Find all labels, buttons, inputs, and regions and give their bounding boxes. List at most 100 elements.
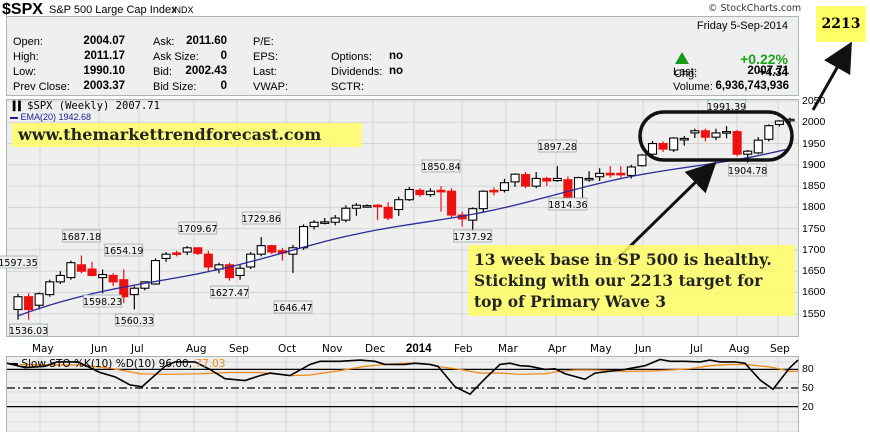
x-tick-label: Aug <box>186 343 207 355</box>
bid-size-label: Bid Size: <box>153 81 197 93</box>
y-tick-label: 1700 <box>802 243 826 256</box>
sto-tick-label: 50 <box>802 382 814 394</box>
x-tick-label: Aug <box>729 343 750 355</box>
svg-text:1850.84: 1850.84 <box>421 162 460 173</box>
sto-legend-d: 77.03 <box>195 358 226 370</box>
ema-legend-text: EMA(20) 1942.68 <box>20 112 92 122</box>
svg-text:1814.36: 1814.36 <box>548 200 587 211</box>
x-tick-label: Jul <box>131 343 144 355</box>
high-value: 2011.17 <box>84 50 125 62</box>
bid-size-value: 0 <box>220 80 227 92</box>
x-tick-label: 2014 <box>406 343 432 355</box>
svg-text:1709.67: 1709.67 <box>178 224 217 235</box>
y-tick-label: 1950 <box>802 137 826 150</box>
symbol-title: $SPX <box>2 1 43 18</box>
price-legend-text: $SPX (Weekly) 2007.71 <box>27 100 160 112</box>
volume-label: Volume: <box>673 81 713 93</box>
last-value: 2007.71 <box>747 65 789 77</box>
svg-text:1560.33: 1560.33 <box>115 316 154 327</box>
dividends-label: Dividends: <box>331 66 383 78</box>
svg-text:1654.19: 1654.19 <box>104 246 143 257</box>
options-value: no <box>389 50 404 62</box>
sto-tick-label: 20 <box>802 400 814 413</box>
eps-label: EPS: <box>253 51 279 63</box>
pe-label: P/E: <box>253 36 274 48</box>
volume-value: 6,936,743,936 <box>715 80 789 92</box>
svg-text:1687.18: 1687.18 <box>62 232 101 243</box>
svg-text:1897.28: 1897.28 <box>538 142 577 153</box>
security-name: S&P 500 Large Cap Index <box>49 4 177 16</box>
x-tick-label: Dec <box>365 343 386 355</box>
ema-line-icon <box>10 116 18 119</box>
svg-text:1737.92: 1737.92 <box>453 232 492 243</box>
x-tick-label: May <box>590 343 612 355</box>
prev-close-value: 2003.37 <box>83 80 125 92</box>
y-tick-label: 2000 <box>802 116 826 129</box>
dividends-value: no <box>389 65 404 77</box>
ask-label: Ask: <box>153 36 175 48</box>
svg-text:1729.86: 1729.86 <box>242 214 281 225</box>
website-annotation: www.themarkettrendforecast.com <box>12 123 362 147</box>
svg-text:1904.78: 1904.78 <box>728 166 767 177</box>
x-tick-label: Mar <box>498 343 518 355</box>
x-tick-label: Feb <box>454 343 473 355</box>
sto-legend: Slow STO %K(10) %D(10) 96.00, 77.03 <box>10 358 225 370</box>
note-annotation: 13 week base in SP 500 is healthy. Stick… <box>468 245 795 316</box>
chg-value: +4.34 <box>758 67 788 79</box>
copyright-label: © StockCharts.com <box>708 3 802 14</box>
x-tick-label: Apr <box>548 343 567 355</box>
svg-text:1598.23: 1598.23 <box>83 297 122 308</box>
sto-legend-text: Slow STO %K(10) %D(10) 96.00, <box>21 358 196 370</box>
y-tick-label: 1650 <box>802 265 826 278</box>
bid-label: Bid: <box>153 66 172 78</box>
high-label: High: <box>13 51 39 63</box>
last-label: Last: <box>673 66 697 78</box>
low-label: Low: <box>13 66 37 78</box>
vwap-label: VWAP: <box>253 81 289 93</box>
open-label: Open: <box>13 36 43 48</box>
low-value: 1990.10 <box>83 65 125 77</box>
prev-close-label: Prev Close: <box>13 81 70 93</box>
change-percent: +0.22% <box>740 51 788 67</box>
y-tick-label: 1600 <box>802 286 826 299</box>
y-tick-label: 1900 <box>802 158 826 171</box>
x-tick-label: Oct <box>278 343 297 355</box>
up-arrow-icon <box>675 52 689 64</box>
x-tick-label: Jul <box>690 343 703 355</box>
candle-icon: ▐▐ <box>10 102 21 112</box>
svg-text:1627.47: 1627.47 <box>210 288 249 299</box>
target-annotation: 2213 <box>816 6 866 42</box>
sto-line-icon <box>10 363 18 365</box>
x-tick-label: Sep <box>229 343 249 355</box>
ask-value: 2011.60 <box>186 35 227 47</box>
svg-text:1536.03: 1536.03 <box>9 326 48 337</box>
stochastic-panel <box>6 356 799 432</box>
y-tick-label: 1850 <box>802 180 826 193</box>
open-value: 2004.07 <box>83 35 125 47</box>
svg-text:1991.39: 1991.39 <box>707 102 746 113</box>
exchange-label: INDX <box>172 5 194 15</box>
price-legend: ▐▐ $SPX (Weekly) 2007.71 <box>10 100 160 112</box>
ask-size-label: Ask Size: <box>153 51 199 63</box>
sto-tick-label: 80 <box>802 363 814 376</box>
svg-text:1597.35: 1597.35 <box>0 258 38 269</box>
y-tick-label: 2050 <box>802 95 826 107</box>
sctr-label: SCTR: <box>331 81 364 93</box>
chg-label: Chg: <box>674 68 698 80</box>
x-tick-label: Sep <box>770 343 790 355</box>
y-tick-label: 1750 <box>802 222 826 235</box>
ema-legend: EMA(20) 1942.68 <box>10 112 91 122</box>
ask-size-value: 0 <box>220 50 227 62</box>
svg-text:1646.47: 1646.47 <box>273 303 312 314</box>
last-label-mid: Last: <box>253 66 277 78</box>
quote-panel: Open: 2004.07 High: 2011.17 Low: 1990.10… <box>6 16 799 96</box>
x-tick-label: Jun <box>91 343 108 355</box>
x-tick-label: Jun <box>635 343 652 355</box>
y-tick-label: 1550 <box>802 307 826 320</box>
quote-date: Friday 5-Sep-2014 <box>696 20 788 32</box>
options-label: Options: <box>331 51 372 63</box>
x-tick-label: Nov <box>322 343 343 355</box>
x-tick-label: May <box>32 343 54 355</box>
bid-value: 2002.43 <box>185 65 227 77</box>
y-tick-label: 1800 <box>802 201 826 214</box>
